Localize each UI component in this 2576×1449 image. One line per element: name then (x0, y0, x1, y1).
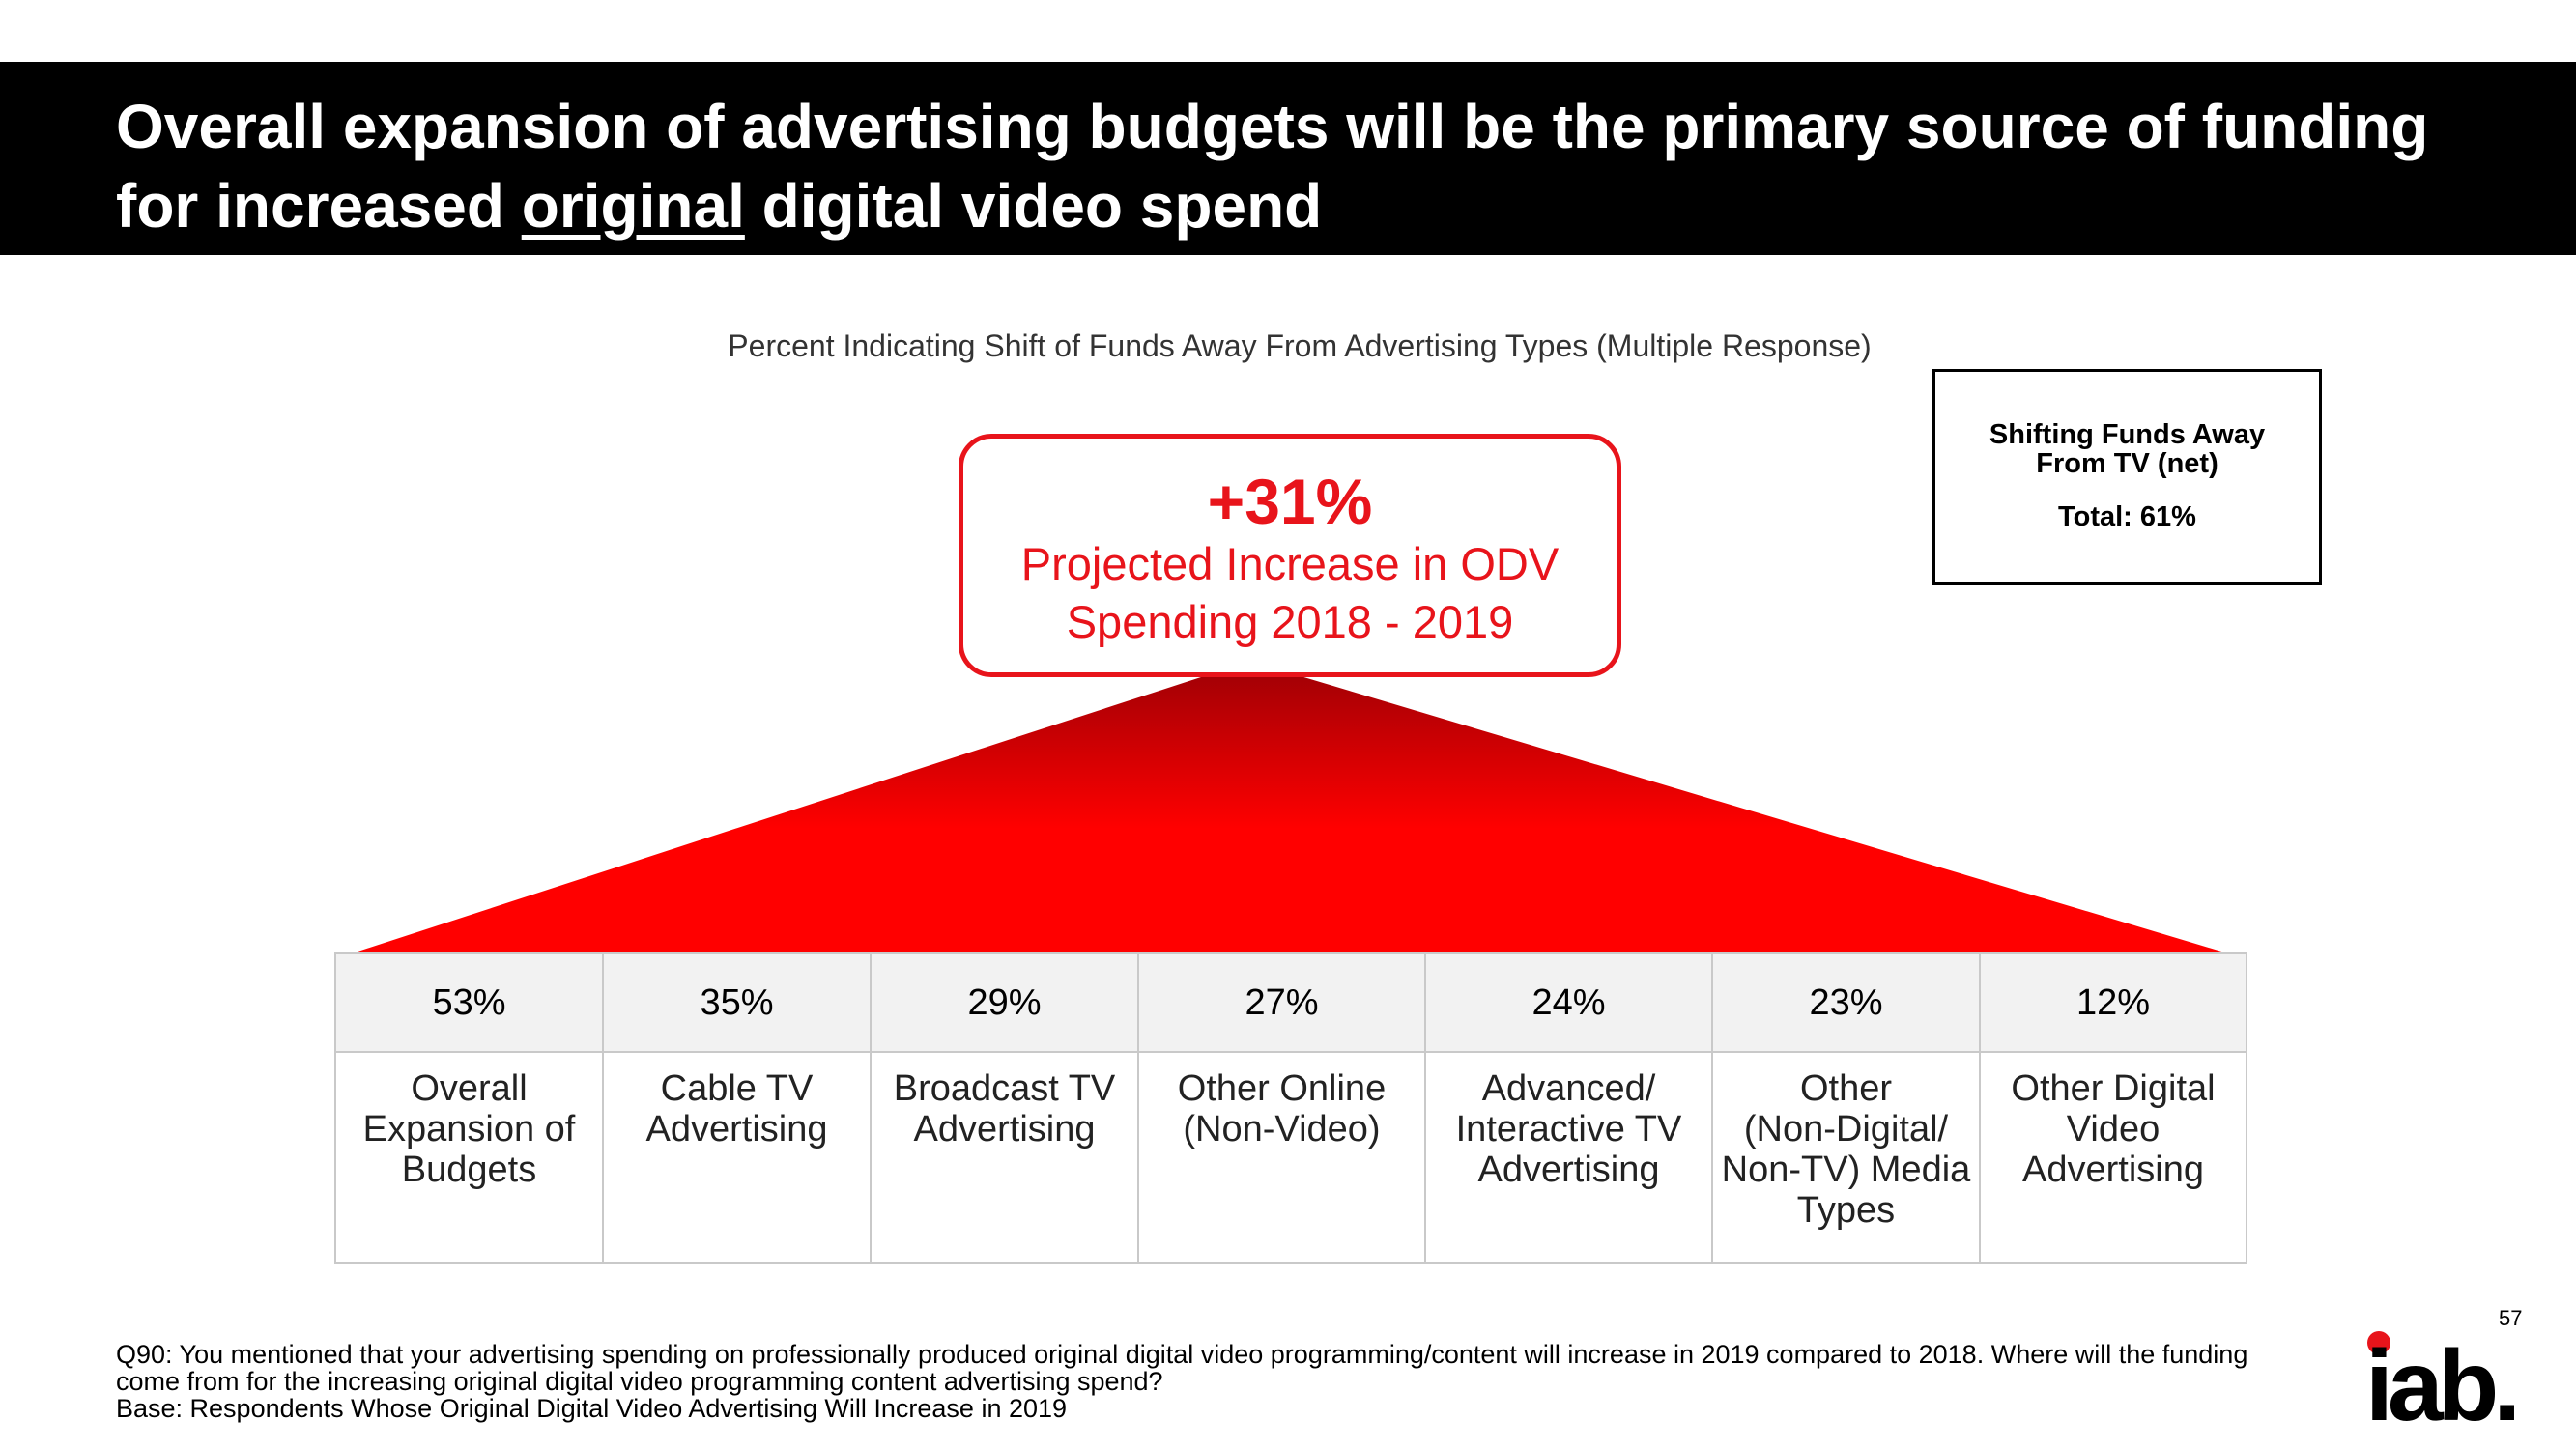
category-label-line: Overall (411, 1068, 528, 1109)
category-label-line: (Non-Digital/ (1743, 1109, 1949, 1150)
category-label-line: Other Online (1177, 1068, 1387, 1109)
category-label-line: Interactive TV (1455, 1109, 1682, 1150)
slide-title-underlined: original (521, 171, 745, 241)
tv-net-title-line2: From TV (net) (2036, 448, 2218, 479)
tv-net-total: Total: 61% (2058, 501, 2196, 532)
value-cell: 29% (870, 952, 1139, 1053)
category-cell: Other Online (Non-Video) (1137, 1051, 1426, 1264)
category-label-line: Advertising (645, 1109, 828, 1150)
value-cell: 27% (1137, 952, 1426, 1053)
chart-subtitle: Percent Indicating Shift of Funds Away F… (728, 328, 1872, 363)
tv-net-title: Shifting Funds Away From TV (net) (1935, 420, 2319, 478)
value-cell: 53% (334, 952, 604, 1053)
category-label-line: Broadcast TV (893, 1068, 1116, 1109)
category-label-line: Other (1799, 1068, 1893, 1109)
footnote-base: Base: Respondents Whose Original Digital… (116, 1394, 1068, 1423)
footnote: Q90: You mentioned that your advertising… (116, 1341, 2338, 1422)
category-label-line: (Non-Video) (1183, 1109, 1381, 1150)
iab-logo-text: iab. (2365, 1330, 2515, 1430)
funnel-shape (352, 676, 2228, 953)
category-cell: Other Digital Video Advertising (1979, 1051, 2247, 1264)
category-label-line: Other Digital (2011, 1068, 2216, 1109)
slide-title-part2: digital video spend (744, 171, 1323, 241)
slide-title-part1: Overall expansion of advertising budgets… (116, 92, 2429, 241)
category-cell: Advanced/Interactive TV Advertising (1424, 1051, 1713, 1264)
category-label-line: Cable TV (660, 1068, 814, 1109)
category-label-line: Expansion of (362, 1109, 576, 1150)
value-cell: 35% (602, 952, 872, 1053)
category-label-line: Advertising (1477, 1150, 1660, 1190)
tv-net-box: Shifting Funds Away From TV (net) Total:… (1932, 369, 2322, 585)
value-cell: 12% (1979, 952, 2247, 1053)
category-label-line: Video (2066, 1109, 2161, 1150)
iab-logo-dot (2367, 1331, 2390, 1354)
category-cell: Other (Non-Digital/Non-TV) Media Types (1711, 1051, 1981, 1264)
category-label-line: Advertising (913, 1109, 1096, 1150)
value-row: 53% 35% 29% 27% 24% 23% 12% (334, 952, 2247, 1053)
funding-source-table: 53% 35% 29% 27% 24% 23% 12% Overall Expansion o… (334, 952, 2247, 1264)
category-label-line: Non-TV) Media (1721, 1150, 1971, 1190)
category-cell: Broadcast TV Advertising (870, 1051, 1139, 1264)
page-number: 57 (2499, 1306, 2523, 1330)
callout-value: +31% (1207, 466, 1373, 537)
category-cell: Overall Expansion of Budgets (334, 1051, 604, 1264)
value-cell: 24% (1424, 952, 1713, 1053)
category-label-line: Budgets (401, 1150, 537, 1190)
iab-logo: iab. (2365, 1330, 2521, 1430)
slide-title: Overall expansion of advertising budgets… (116, 87, 2454, 245)
label-row: Overall Expansion of Budgets Cable TV Advert… (334, 1051, 2247, 1264)
category-label-line: Advertising (2022, 1150, 2204, 1190)
projection-callout: +31% Projected Increase in ODV Spending … (959, 434, 1621, 677)
category-label-line: Types (1796, 1190, 1896, 1231)
footnote-question-line1: Q90: You mentioned that your advertising… (116, 1340, 2248, 1369)
category-cell: Cable TV Advertising (602, 1051, 872, 1264)
footnote-question-line2: come from for the increasing original di… (116, 1367, 1163, 1396)
tv-net-title-line1: Shifting Funds Away (1989, 419, 2266, 450)
title-bar (0, 62, 2576, 255)
category-label-line: Advanced/ (1481, 1068, 1656, 1109)
callout-label-line2: Spending 2018 - 2019 (1066, 596, 1514, 647)
value-cell: 23% (1711, 952, 1981, 1053)
callout-label-line1: Projected Increase in ODV (1020, 538, 1560, 589)
